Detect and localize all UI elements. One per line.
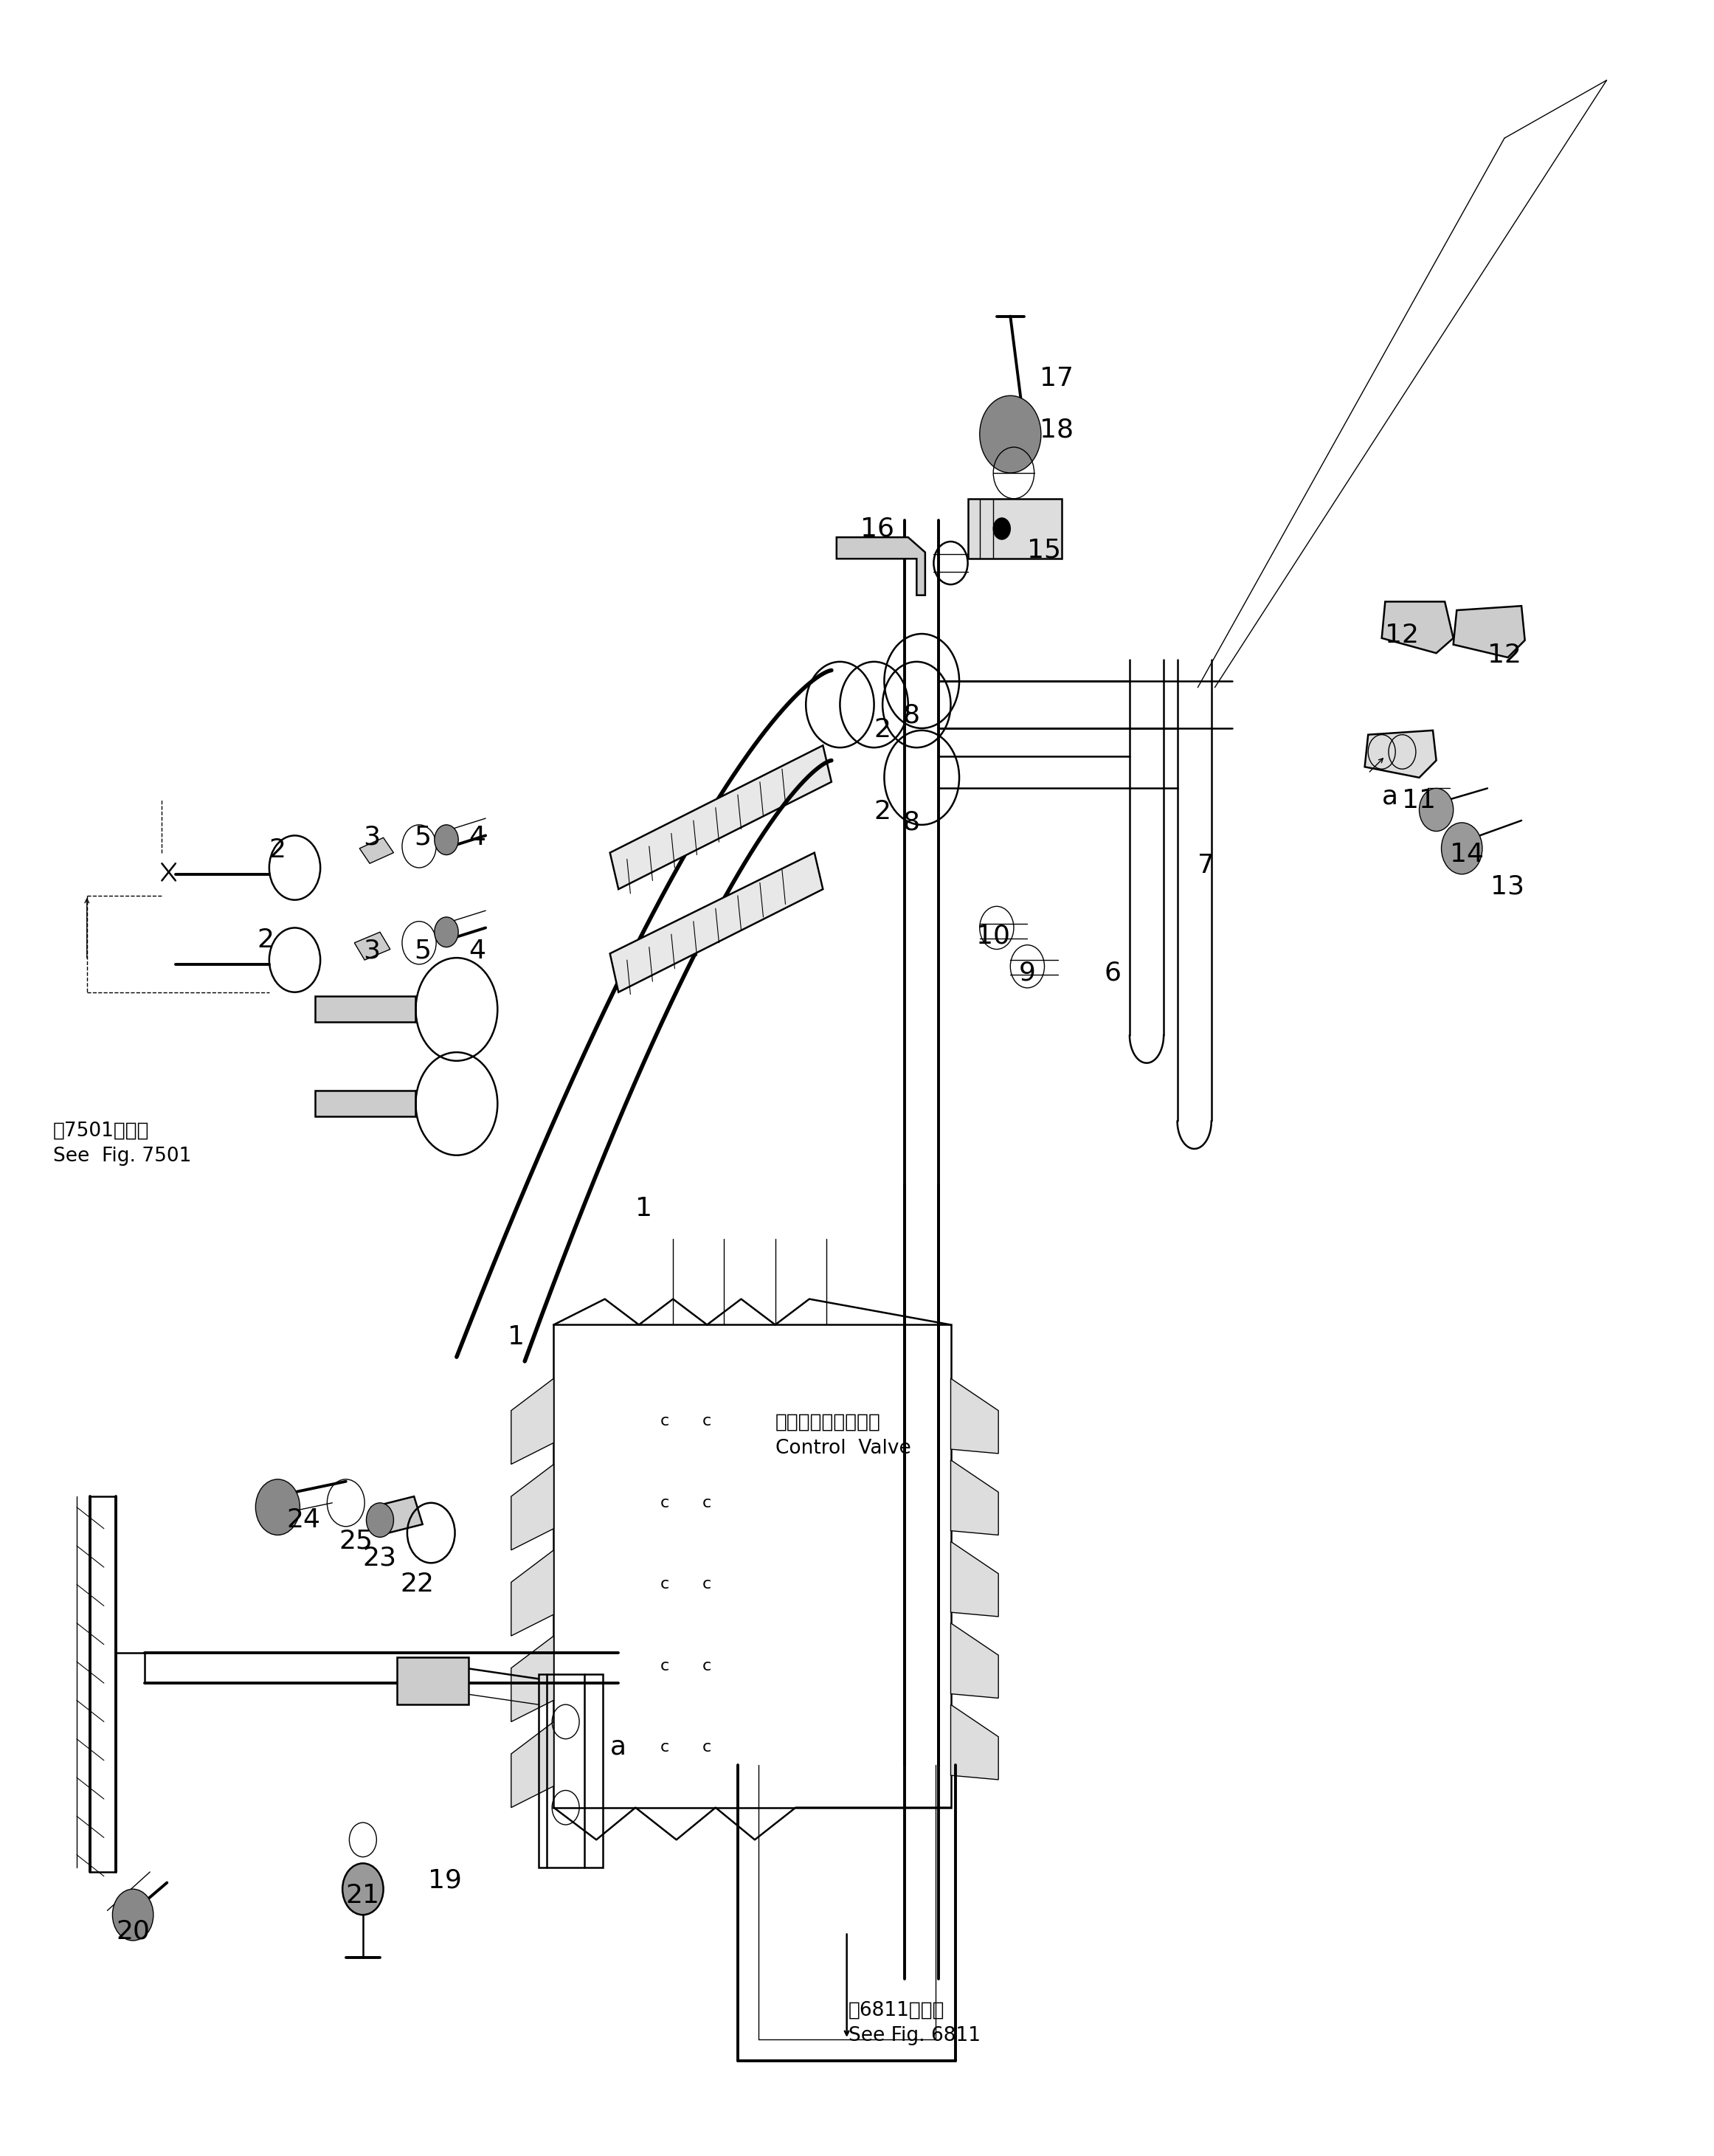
Text: 18: 18 (1039, 416, 1073, 442)
Circle shape (367, 1503, 394, 1537)
Text: 14: 14 (1450, 843, 1484, 867)
Text: 4: 4 (468, 938, 485, 964)
Bar (538, 1675, 603, 1867)
Bar (968, 498, 1061, 558)
Text: 第7501図参照: 第7501図参照 (53, 1121, 149, 1141)
Polygon shape (511, 1723, 554, 1807)
Text: 4: 4 (468, 826, 485, 849)
Text: c: c (703, 1658, 711, 1673)
Text: 1: 1 (636, 1197, 653, 1220)
Text: 1: 1 (507, 1324, 524, 1350)
Text: 5: 5 (415, 938, 430, 964)
Text: 2: 2 (269, 839, 286, 862)
Text: 2: 2 (257, 927, 274, 953)
Text: 12: 12 (1488, 642, 1522, 668)
Text: 2: 2 (874, 800, 891, 824)
Circle shape (1419, 789, 1453, 832)
Circle shape (434, 916, 458, 946)
Text: 6: 6 (1104, 959, 1121, 985)
Circle shape (980, 397, 1040, 472)
Text: a: a (610, 1736, 626, 1759)
Text: 13: 13 (1491, 873, 1525, 899)
Bar (315, 1091, 417, 1117)
Text: Control  Valve: Control Valve (775, 1438, 910, 1457)
Text: 22: 22 (401, 1572, 434, 1598)
Text: 25: 25 (339, 1529, 374, 1554)
Text: See Fig. 6811: See Fig. 6811 (848, 2027, 980, 2046)
Text: 10: 10 (977, 923, 1010, 949)
Circle shape (1441, 824, 1483, 873)
Polygon shape (610, 852, 823, 992)
Polygon shape (372, 1496, 423, 1535)
Text: c: c (660, 1658, 668, 1673)
Polygon shape (1364, 731, 1436, 778)
Text: 23: 23 (363, 1546, 398, 1572)
Bar (315, 996, 417, 1022)
Circle shape (994, 517, 1010, 539)
Polygon shape (951, 1542, 999, 1617)
Text: 3: 3 (363, 826, 381, 849)
Polygon shape (1381, 602, 1453, 653)
Text: 24: 24 (286, 1507, 321, 1533)
Text: 11: 11 (1402, 789, 1436, 813)
Polygon shape (1453, 606, 1525, 658)
Text: See  Fig. 7501: See Fig. 7501 (53, 1147, 190, 1166)
Text: c: c (703, 1414, 711, 1429)
Text: c: c (703, 1740, 711, 1755)
Text: 20: 20 (117, 1919, 149, 1945)
Text: 3: 3 (363, 938, 381, 964)
Text: 17: 17 (1039, 367, 1073, 390)
Polygon shape (355, 931, 391, 959)
Text: c: c (660, 1414, 668, 1429)
Bar (398, 1658, 468, 1705)
Text: 19: 19 (428, 1867, 461, 1893)
Text: 第6811図参照: 第6811図参照 (848, 2001, 944, 2020)
Text: 8: 8 (903, 811, 920, 834)
Polygon shape (836, 537, 926, 595)
Polygon shape (511, 1464, 554, 1550)
Circle shape (255, 1479, 300, 1535)
Circle shape (113, 1889, 153, 1940)
Text: c: c (703, 1496, 711, 1509)
Polygon shape (511, 1378, 554, 1464)
Text: コントロールバルブ: コントロールバルブ (775, 1412, 881, 1432)
Text: 21: 21 (346, 1882, 381, 1908)
Text: c: c (660, 1576, 668, 1591)
Text: c: c (703, 1576, 711, 1591)
Polygon shape (511, 1636, 554, 1723)
Text: 2: 2 (874, 718, 891, 742)
Text: c: c (660, 1496, 668, 1509)
Polygon shape (951, 1378, 999, 1453)
Text: 16: 16 (860, 515, 895, 541)
Polygon shape (951, 1623, 999, 1699)
Text: 5: 5 (415, 826, 430, 849)
Polygon shape (610, 746, 831, 888)
Polygon shape (951, 1705, 999, 1779)
Text: a: a (1381, 785, 1399, 808)
Text: 12: 12 (1385, 623, 1419, 649)
Circle shape (343, 1863, 384, 1915)
Text: c: c (660, 1740, 668, 1755)
Text: 7: 7 (1198, 852, 1215, 877)
Text: 15: 15 (1027, 537, 1061, 563)
Circle shape (434, 826, 458, 854)
Text: 9: 9 (1018, 959, 1035, 985)
Polygon shape (951, 1460, 999, 1535)
Text: 8: 8 (903, 703, 920, 727)
Polygon shape (511, 1550, 554, 1636)
Polygon shape (360, 839, 394, 862)
